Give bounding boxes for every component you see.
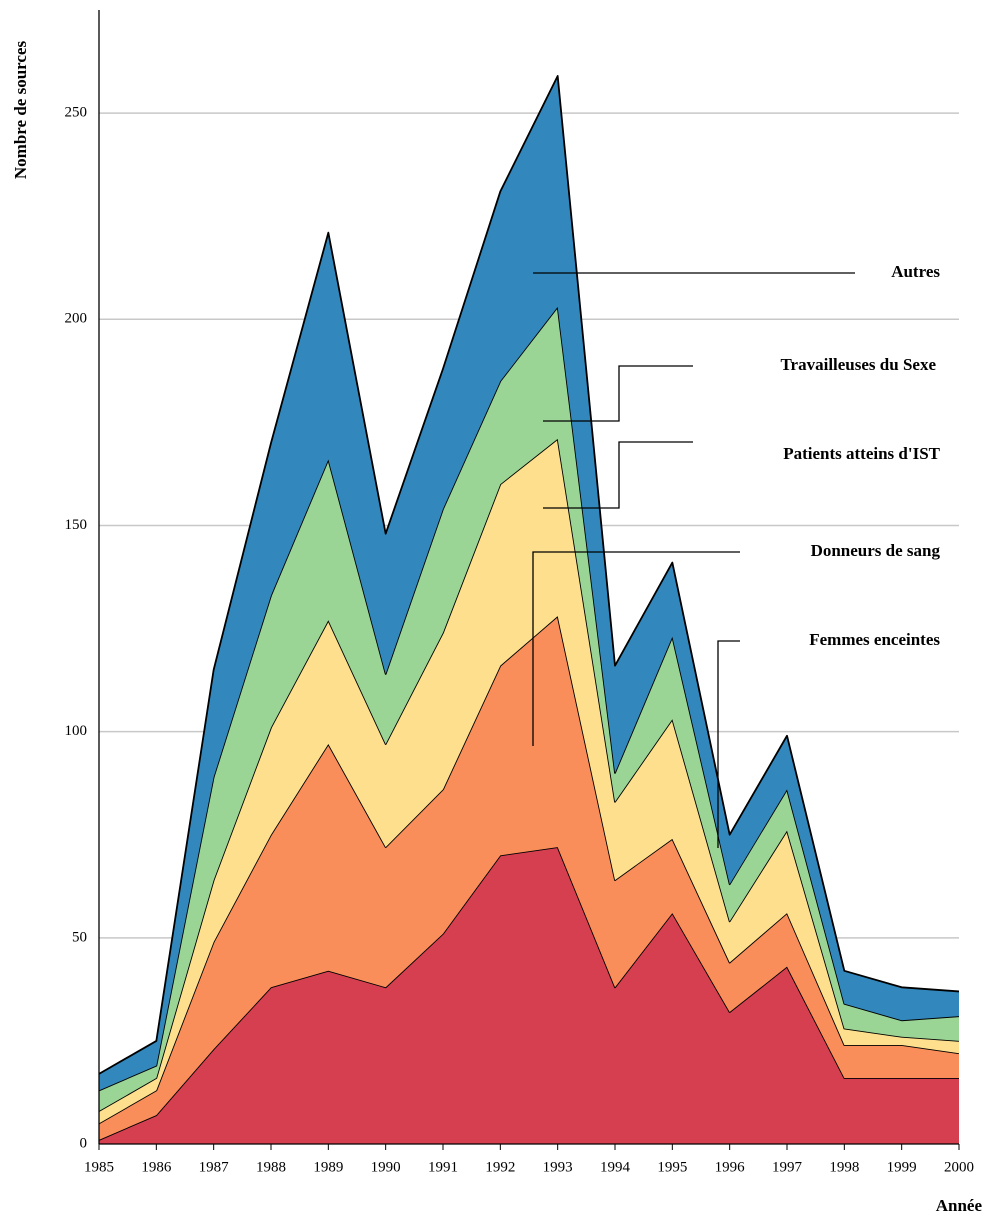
x-tick-label: 1997	[772, 1159, 803, 1175]
x-tick-label: 1988	[256, 1159, 286, 1175]
y-axis-label: Nombre de sources	[11, 41, 30, 180]
x-tick-label: 1996	[715, 1159, 746, 1175]
x-tick-label: 2000	[944, 1159, 974, 1175]
x-tick-label: 1991	[428, 1159, 458, 1175]
area	[99, 75, 959, 1091]
y-tick-label: 200	[65, 311, 88, 327]
x-tick-label: 1987	[199, 1159, 230, 1175]
leader-line	[532, 551, 740, 746]
area	[99, 438, 959, 1124]
x-tick-label: 1999	[887, 1159, 917, 1175]
x-tick-label: 1986	[141, 1159, 172, 1175]
area	[99, 847, 959, 1144]
y-tick-label: 250	[65, 105, 88, 121]
x-tick-label: 1995	[657, 1159, 687, 1175]
series-label: Travailleuses du Sexe	[780, 355, 936, 374]
x-tick-label: 1985	[84, 1159, 114, 1175]
y-tick-label: 0	[80, 1135, 88, 1151]
x-axis-label: Année	[936, 1196, 983, 1215]
y-tick-label: 50	[72, 929, 87, 945]
area	[99, 306, 959, 1112]
series-label: Femmes enceintes	[809, 630, 940, 649]
series-label: Patients atteins d'IST	[783, 444, 940, 463]
x-tick-label: 1992	[485, 1159, 515, 1175]
series-label: Autres	[891, 262, 940, 281]
x-tick-label: 1994	[600, 1159, 631, 1175]
x-tick-label: 1998	[829, 1159, 859, 1175]
x-tick-label: 1993	[543, 1159, 573, 1175]
y-tick-label: 150	[65, 517, 88, 533]
leader-line	[543, 441, 693, 509]
area-outline	[98, 75, 960, 1075]
area	[99, 616, 959, 1140]
series-label: Donneurs de sang	[811, 541, 941, 560]
leader-line	[717, 640, 740, 848]
x-tick-label: 1989	[313, 1159, 343, 1175]
x-tick-label: 1990	[371, 1159, 401, 1175]
leader-line	[543, 365, 693, 422]
y-tick-label: 100	[65, 723, 88, 739]
